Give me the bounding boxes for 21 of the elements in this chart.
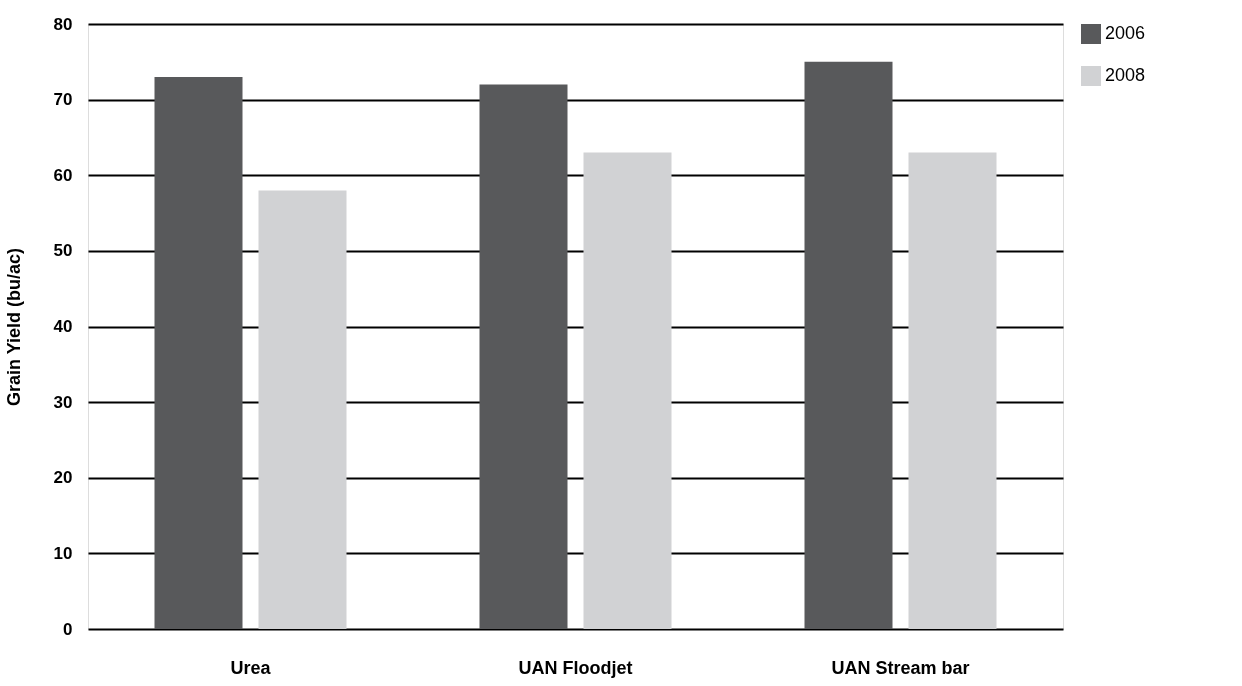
y-tick-label: 0 <box>63 619 73 639</box>
x-tick-label: UAN Stream bar <box>831 657 970 678</box>
y-axis-title: Grain Yield (bu/ac) <box>3 247 24 407</box>
bar <box>908 152 997 629</box>
bar <box>258 190 347 629</box>
y-tick-label: 30 <box>53 392 73 412</box>
bar <box>583 152 672 629</box>
legend-label: 2008 <box>1105 65 1146 85</box>
legend-label: 2006 <box>1105 23 1146 43</box>
y-tick-label: 80 <box>53 14 73 34</box>
x-tick-label: UAN Floodjet <box>518 657 633 678</box>
y-tick-label: 40 <box>53 317 73 336</box>
bar <box>154 76 243 629</box>
y-tick-label: 20 <box>53 468 73 488</box>
x-tick-label: Urea <box>230 657 272 678</box>
y-tick-label: 10 <box>53 543 73 563</box>
y-tick-label: 60 <box>53 165 73 185</box>
y-tick-label: 70 <box>53 90 73 110</box>
y-tick-label: 50 <box>53 241 73 261</box>
bar <box>804 61 893 629</box>
bar <box>479 84 568 629</box>
